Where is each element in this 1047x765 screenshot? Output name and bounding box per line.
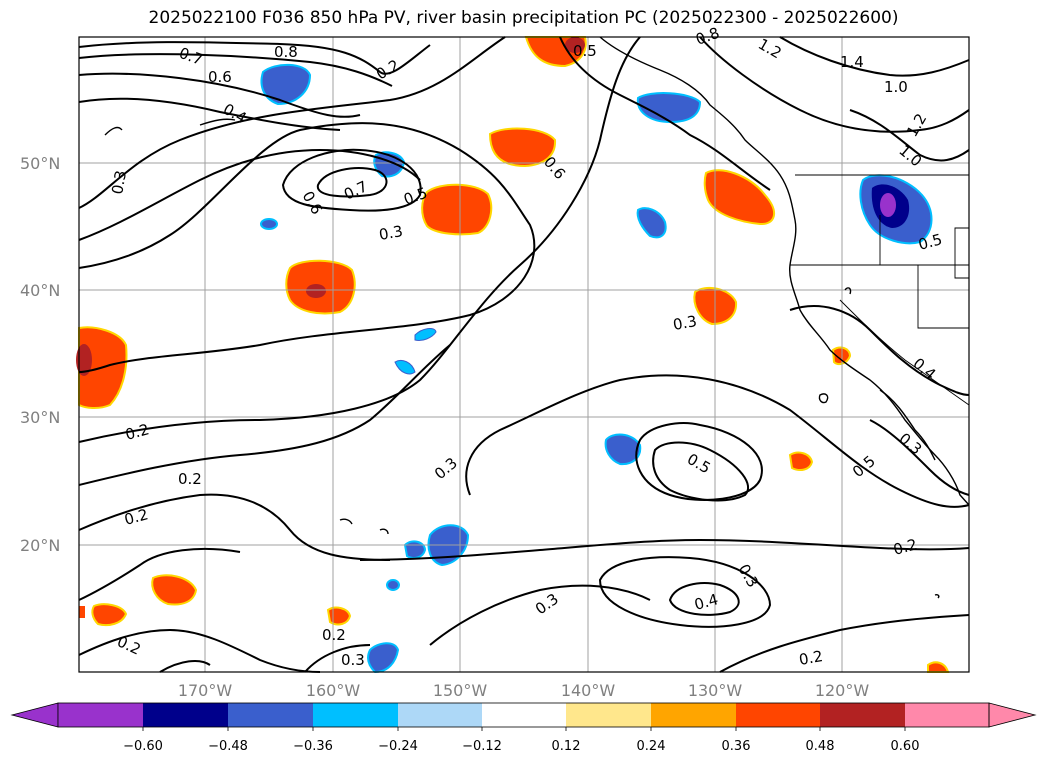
colorbar-tick-label: 0.12 — [552, 739, 581, 754]
contour-label: 0.2 — [798, 647, 825, 669]
precip-positive-patch — [703, 169, 775, 226]
contour-label: 1.0 — [884, 78, 908, 96]
latitude-labels: 50°N 40°N 30°N 20°N — [20, 154, 60, 555]
contour-label: 0.3 — [341, 651, 365, 669]
lat-label: 20°N — [20, 536, 60, 555]
precip-negative-patch — [636, 92, 702, 124]
precip-positive-patch — [326, 606, 352, 626]
precip-negative-patch — [403, 540, 427, 559]
colorbar-segment — [482, 703, 566, 727]
colorbar-segment — [228, 703, 313, 727]
precip-positive-patch — [79, 606, 85, 618]
colorbar-segment — [566, 703, 651, 727]
contour-label: 0.5 — [573, 42, 597, 60]
precip-negative-patch — [386, 579, 400, 591]
contour-label: 0.4 — [692, 590, 720, 614]
colorbar-segment — [58, 703, 143, 727]
colorbar-tick-label: −0.12 — [462, 739, 502, 754]
colorbar-extend-min — [10, 702, 59, 728]
colorbar-segment — [313, 703, 398, 727]
precip-positive-patch — [788, 451, 814, 471]
precip-positive-patch — [91, 603, 128, 627]
map-frame — [78, 36, 970, 673]
colorbar: −0.60 −0.48 −0.36 −0.24 −0.12 0.12 0.24 … — [10, 702, 1037, 754]
lat-label: 50°N — [20, 154, 60, 173]
contour-label: 0.6 — [208, 68, 232, 86]
colorbar-segment — [905, 703, 989, 727]
precip-positive-patch — [488, 127, 557, 168]
contour-label: 0.2 — [122, 505, 150, 529]
contour-label: 0.3 — [672, 312, 699, 334]
colorbar-segment — [143, 703, 228, 727]
colorbar-tick-label: −0.48 — [208, 739, 248, 754]
contour-label: 0.2 — [178, 470, 202, 488]
colorbar-tick-label: 0.24 — [637, 739, 666, 754]
lat-label: 40°N — [20, 281, 60, 300]
colorbar-ticks — [142, 727, 906, 731]
colorbar-tick-label: 0.48 — [806, 739, 835, 754]
contour-label: 0.2 — [891, 535, 919, 559]
colorbar-tick-label: 0.60 — [891, 739, 920, 754]
colorbar-frame — [57, 702, 990, 728]
precip-positive-core — [565, 37, 585, 53]
contour-label: 0.5 — [916, 230, 944, 254]
lon-label: 130°W — [688, 681, 743, 700]
colorbar-segment — [820, 703, 905, 727]
colorbar-segment — [398, 703, 482, 727]
precip-negative-patch — [366, 642, 400, 674]
colorbar-tick-label: 0.36 — [722, 739, 751, 754]
precip-positive-core — [76, 344, 92, 376]
map-title: 2025022100 F036 850 hPa PV, river basin … — [148, 8, 899, 28]
lon-label: 150°W — [433, 681, 488, 700]
lon-label: 120°W — [815, 681, 870, 700]
precip-negative-patch — [260, 63, 312, 106]
colorbar-extend-max — [988, 702, 1037, 728]
colorbar-tick-label: −0.60 — [123, 739, 163, 754]
contour-label: 0.8 — [274, 43, 298, 61]
gridlines — [79, 37, 969, 672]
colorbar-tick-label: −0.24 — [378, 739, 418, 754]
colorbar-tick-label: −0.36 — [293, 739, 333, 754]
contour-label: 1.4 — [840, 53, 864, 71]
contour-label: 0.2 — [123, 420, 151, 444]
precip-negative-patch — [394, 359, 416, 375]
precipitation-patches — [76, 36, 950, 674]
lon-label: 140°W — [561, 681, 616, 700]
lon-label: 160°W — [306, 681, 361, 700]
lon-label: 170°W — [178, 681, 233, 700]
contour-label: 0.2 — [322, 626, 346, 644]
precip-negative-patch — [604, 433, 642, 466]
pv-contour-labels: 0.8 0.7 0.6 0.4 0.5 0.8 1.2 1.4 1.0 1.2 … — [108, 24, 944, 669]
colorbar-segment — [651, 703, 736, 727]
pv-contours — [78, 36, 970, 673]
precip-negative-patch — [414, 327, 437, 341]
contour-label: 0.3 — [378, 222, 405, 244]
precip-negative-core — [880, 193, 896, 217]
colorbar-segment — [736, 703, 820, 727]
longitude-labels: 170°W 160°W 150°W 140°W 130°W 120°W — [178, 681, 870, 700]
lat-label: 30°N — [20, 408, 60, 427]
precip-positive-patch — [151, 574, 198, 606]
precip-negative-patch — [636, 207, 667, 239]
precip-positive-patch — [421, 183, 493, 236]
precip-negative-patch — [260, 218, 278, 230]
contour-label: 0.3 — [108, 169, 130, 196]
state-borders — [790, 174, 970, 406]
precip-positive-core — [306, 284, 326, 298]
